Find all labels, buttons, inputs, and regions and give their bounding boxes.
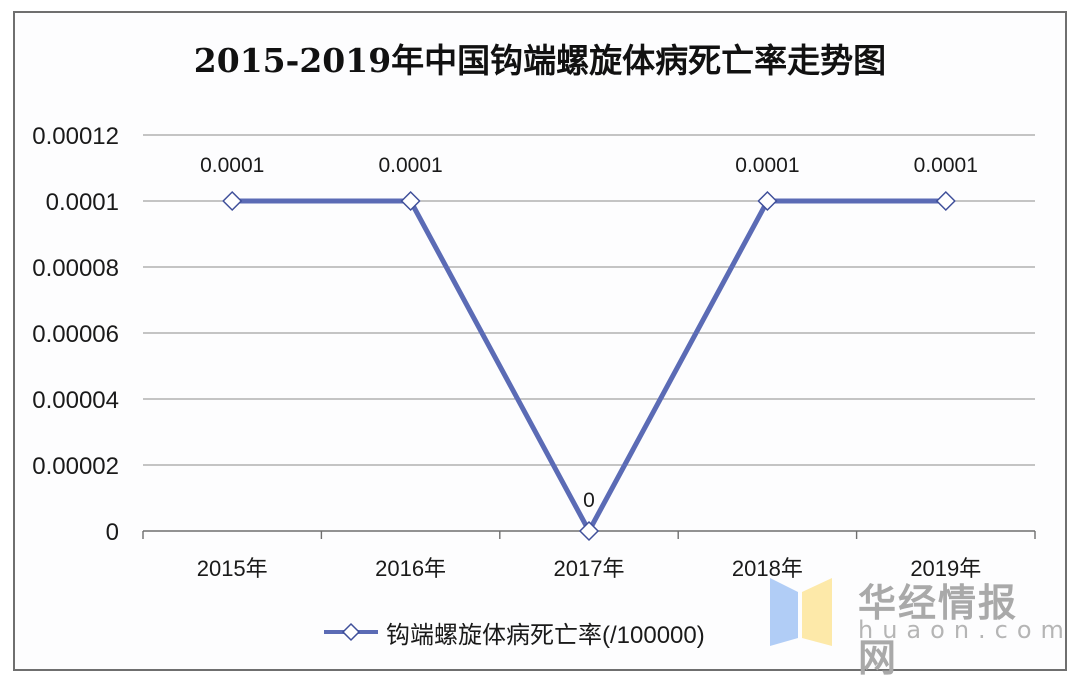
data-label: 0.0001	[735, 154, 799, 177]
x-tick-label: 2015年	[197, 556, 268, 581]
y-tick-label: 0	[106, 519, 119, 546]
y-tick-label: 0.00002	[32, 453, 119, 480]
y-tick-label: 0.00012	[32, 123, 119, 150]
x-tick-label: 2018年	[732, 556, 803, 581]
y-tick-label: 0.00008	[32, 255, 119, 282]
data-point-diamond-icon	[400, 190, 421, 212]
y-tick-label: 0.00004	[32, 387, 119, 414]
series-line	[232, 198, 946, 537]
data-label: 0.0001	[914, 154, 978, 177]
y-tick-label: 0.0001	[46, 189, 119, 216]
x-tick-label: 2016年	[375, 556, 446, 581]
data-point-diamond-icon	[935, 190, 956, 212]
data-label: 0.0001	[378, 154, 442, 177]
legend-line-diamond-icon	[324, 622, 378, 642]
data-label: 0.0001	[200, 154, 264, 177]
chart-frame	[13, 11, 1067, 671]
data-point-diamond-icon	[757, 190, 778, 212]
data-label: 0	[583, 489, 595, 512]
data-point-diamond-icon	[222, 190, 243, 212]
watermark-domain: huaon.com	[858, 616, 1073, 644]
x-tick-label: 2019年	[910, 556, 981, 581]
y-tick-label: 0.00006	[32, 321, 119, 348]
watermark-name: 华经情报网	[858, 581, 1019, 680]
data-point-diamond-icon	[578, 520, 600, 542]
chart-title: 2015-2019年中国钩端螺旋体病死亡率走势图	[193, 41, 887, 80]
x-tick-label: 2017年	[554, 556, 625, 581]
watermark: 华经情报网 huaon.com	[768, 570, 1064, 680]
watermark-logo-icon	[770, 578, 832, 646]
legend-label: 钩端螺旋体病死亡率(/100000)	[386, 621, 705, 649]
legend: 钩端螺旋体病死亡率(/100000)	[322, 615, 705, 649]
